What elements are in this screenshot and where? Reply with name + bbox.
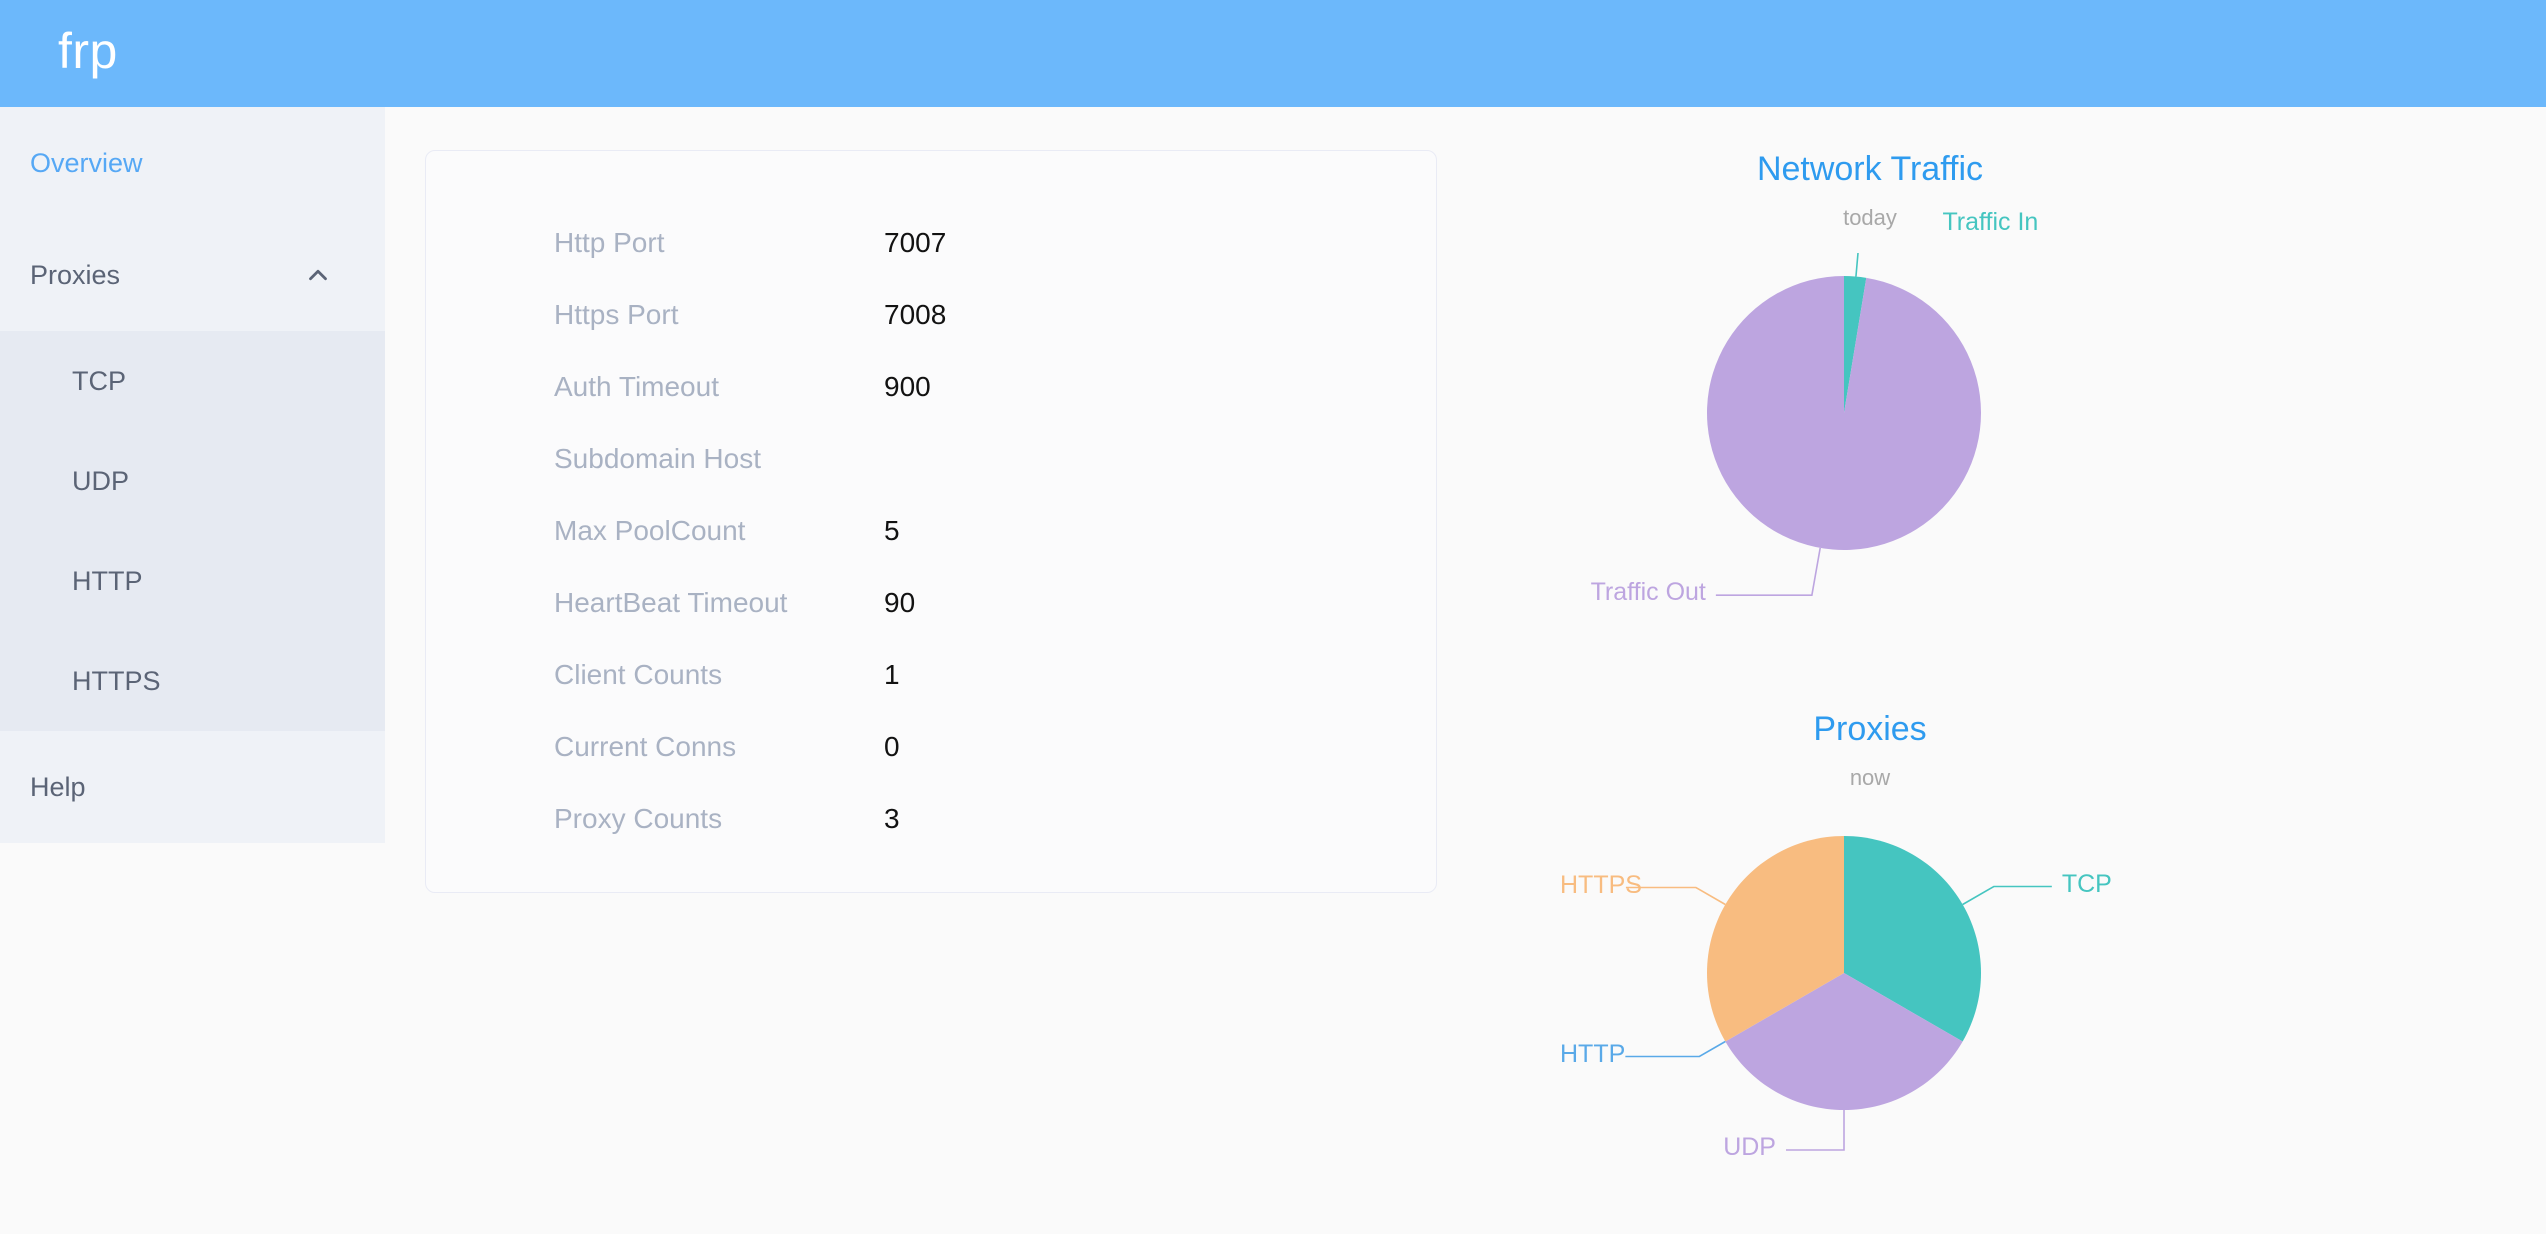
pie-label-tcp: TCP <box>2061 869 2112 898</box>
sidebar-item-proxies-label: Proxies <box>30 259 121 290</box>
server-info-row-value: 7007 <box>884 227 947 258</box>
server-info-row: Https Port 7008 <box>426 279 1436 351</box>
pie-leader-line-http <box>1625 1040 1726 1058</box>
server-info-row-value: 3 <box>884 803 900 834</box>
server-info-row-label: Https Port <box>554 299 679 330</box>
server-info-row-label: Http Port <box>554 227 665 258</box>
server-info-row-value: 90 <box>884 587 916 618</box>
pie-slice-udp[interactable] <box>1725 973 1963 1110</box>
pie-label-https: HTTPS <box>1560 870 1642 899</box>
network-traffic-subtitle: today <box>1843 205 1897 230</box>
network-traffic-title: Network Traffic <box>1756 150 1984 188</box>
server-info-row-label: Proxy Counts <box>554 803 723 834</box>
proxies-chart: Proxies now TCP UDP HTTP HTTPS <box>1560 710 2180 1233</box>
pie-leader-line-traffic-in <box>1855 253 1859 277</box>
pie-label-traffic-in: Traffic In <box>1942 207 2039 236</box>
network-traffic-chart: Network Traffic today Traffic In Traffic … <box>1560 150 2180 673</box>
server-info-row: Max PoolCount 5 <box>426 495 1436 567</box>
pie-label-traffic-out: Traffic Out <box>1590 578 1706 607</box>
sidebar-item-help-label: Help <box>30 771 86 802</box>
server-info-row: Current Conns 0 <box>426 711 1436 783</box>
pie-slice-traffic-in[interactable] <box>1844 276 1867 413</box>
sidebar-item-https-label: HTTPS <box>72 665 161 696</box>
pie-label-http: HTTP <box>1560 1039 1626 1068</box>
sidebar-item-https[interactable]: HTTPS <box>0 631 385 731</box>
server-info-row: Proxy Counts 3 <box>426 783 1436 855</box>
sidebar-item-help[interactable]: Help <box>0 731 385 843</box>
server-info-row: Client Counts 1 <box>426 639 1436 711</box>
sidebar-item-overview[interactable]: Overview <box>0 107 385 219</box>
proxies-pie[interactable]: TCP UDP HTTP HTTPS <box>1560 813 2180 1233</box>
server-info-row: Http Port 7007 <box>426 207 1436 279</box>
server-info-card: Http Port 7007 Https Port 7008 Auth Timeout 9… <box>425 150 1437 893</box>
pie-leader-line-traffic-out <box>1715 547 1821 596</box>
server-info-row-value: 5 <box>884 515 900 546</box>
pie-slice-traffic-out[interactable] <box>1707 276 1981 550</box>
proxies-subtitle: now <box>1849 765 1891 790</box>
server-info-row-label: Max PoolCount <box>554 515 746 546</box>
sidebar-item-udp[interactable]: UDP <box>0 431 385 531</box>
pie-slice-https[interactable] <box>1707 836 1844 1042</box>
server-info-row: Auth Timeout 900 <box>426 351 1436 423</box>
pie-label-udp: UDP <box>1723 1133 1776 1161</box>
server-info-row-label: Client Counts <box>554 659 723 690</box>
chevron-up-icon[interactable] <box>303 260 333 290</box>
sidebar-item-udp-label: UDP <box>72 465 130 496</box>
sidebar-item-http[interactable]: HTTP <box>0 531 385 631</box>
sidebar-nav: Overview Proxies TCP UDP HTTP HTTPS <box>0 107 385 843</box>
pie-leader-line-tcp <box>1962 885 2052 906</box>
server-info-row: Subdomain Host <box>426 423 1436 495</box>
pie-svg <box>1625 836 2052 1151</box>
server-info-field-list: Http Port 7007 Https Port 7008 Auth Timeout 9… <box>426 151 1436 855</box>
proxies-title: Proxies <box>1813 710 1927 748</box>
pie-slice-tcp[interactable] <box>1844 836 1981 1042</box>
pie-leader-line-https <box>1625 886 1726 906</box>
server-info-row-value: 1 <box>884 659 900 690</box>
sidebar-item-overview-label: Overview <box>30 147 143 178</box>
server-info-row: HeartBeat Timeout 90 <box>426 567 1436 639</box>
app-header: frp <box>0 0 2546 107</box>
server-info-row-label: Current Conns <box>554 731 737 762</box>
server-info-row-label: HeartBeat Timeout <box>554 587 788 618</box>
sidebar-item-tcp-label: TCP <box>72 365 126 396</box>
pie-leader-line-udp <box>1786 1110 1845 1151</box>
sidebar-item-http-label: HTTP <box>72 565 143 596</box>
pie-svg <box>1707 253 1981 596</box>
sidebar-submenu-proxies: TCP UDP HTTP HTTPS <box>0 331 385 731</box>
server-info-row-value: 900 <box>884 371 931 402</box>
server-info-row-value: 0 <box>884 731 900 762</box>
app-brand-title: frp <box>58 22 118 79</box>
server-info-row-value: 7008 <box>884 299 947 330</box>
sidebar-item-proxies[interactable]: Proxies <box>0 219 385 331</box>
server-info-row-label: Subdomain Host <box>554 443 762 474</box>
network-traffic-pie[interactable]: Traffic In Traffic Out <box>1560 208 2180 673</box>
sidebar-item-tcp[interactable]: TCP <box>0 331 385 431</box>
server-info-row-label: Auth Timeout <box>554 371 719 402</box>
